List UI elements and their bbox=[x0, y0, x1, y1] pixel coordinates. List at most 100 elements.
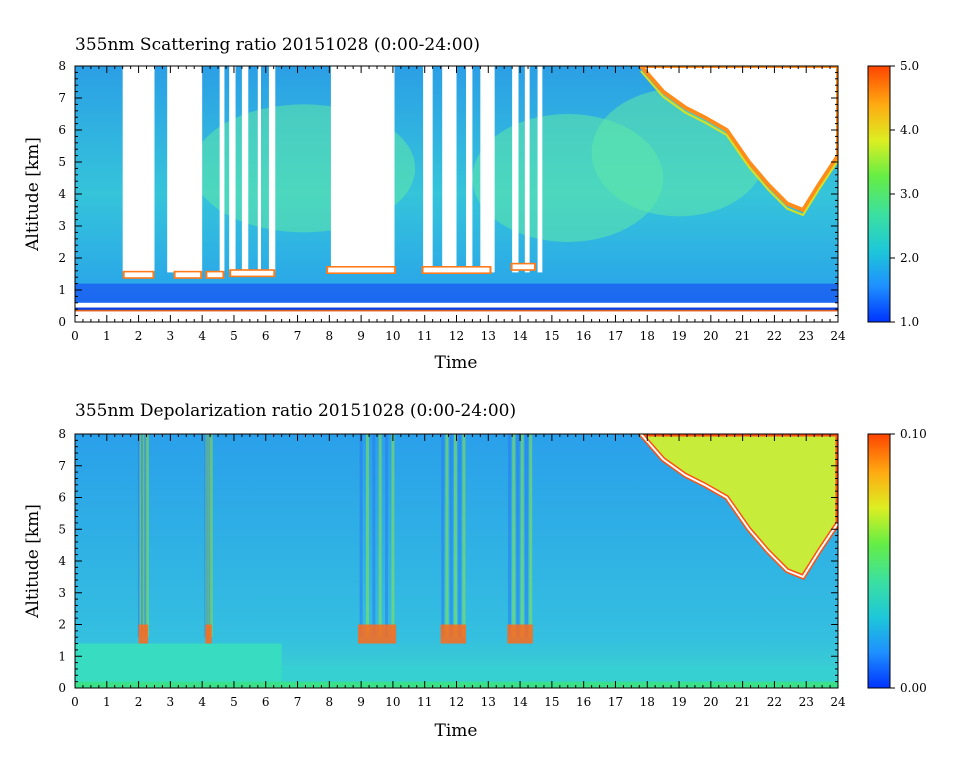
x-tick-label: 5 bbox=[230, 329, 238, 343]
signal-gap bbox=[241, 66, 249, 273]
y-tick-label: 7 bbox=[58, 91, 66, 105]
signal-gap bbox=[122, 66, 155, 273]
surface-line bbox=[75, 307, 838, 311]
x-tick-label: 1 bbox=[103, 329, 111, 343]
x-tick-label: 2 bbox=[135, 329, 143, 343]
heatmap-features bbox=[75, 66, 838, 322]
y-tick-label: 2 bbox=[58, 618, 66, 632]
x-tick-label: 15 bbox=[544, 329, 559, 343]
x-tick-label: 13 bbox=[481, 329, 496, 343]
signal-gap bbox=[442, 66, 457, 273]
x-tick-label: 8 bbox=[326, 329, 334, 343]
depol-streak bbox=[141, 434, 145, 638]
signal-gap bbox=[268, 66, 276, 273]
signal-gap bbox=[512, 66, 519, 273]
depol-streak bbox=[441, 434, 445, 638]
x-tick-label: 11 bbox=[417, 329, 432, 343]
near-surface-gap bbox=[75, 302, 838, 308]
depol-streak bbox=[512, 434, 516, 638]
depol-streak bbox=[449, 434, 453, 638]
x-tick-label: 10 bbox=[385, 329, 400, 343]
signal-gap bbox=[229, 66, 236, 273]
chart-title-scattering: 355nm Scattering ratio 20151028 (0:00-24… bbox=[75, 35, 480, 55]
signal-gap bbox=[466, 66, 473, 273]
depol-streak bbox=[372, 434, 376, 638]
x-tick-label: 3 bbox=[167, 329, 175, 343]
colorbar-tick-label: 3.0 bbox=[900, 187, 919, 201]
y-tick-label: 8 bbox=[58, 59, 66, 73]
x-tick-label: 16 bbox=[576, 695, 591, 709]
x-tick-label: 14 bbox=[512, 329, 528, 343]
x-tick-label: 20 bbox=[703, 329, 718, 343]
depol-streak bbox=[385, 434, 389, 638]
y-tick-label: 4 bbox=[58, 554, 66, 568]
colorbar-tick-label: 2.0 bbox=[900, 251, 919, 265]
x-tick-label: 23 bbox=[799, 695, 814, 709]
y-tick-label: 1 bbox=[58, 649, 66, 663]
y-axis-label: Altitude [km] bbox=[23, 137, 43, 252]
signal-gap bbox=[219, 66, 225, 273]
signal-gap bbox=[330, 66, 395, 273]
depol-streak bbox=[137, 434, 141, 638]
x-tick-label: 12 bbox=[449, 695, 464, 709]
x-tick-label: 14 bbox=[512, 695, 528, 709]
x-tick-label: 0 bbox=[71, 695, 79, 709]
y-tick-label: 6 bbox=[58, 491, 66, 505]
colorbar-tick-label: 0.10 bbox=[900, 427, 927, 441]
depol-streak bbox=[462, 434, 466, 638]
x-tick-label: 22 bbox=[767, 695, 782, 709]
depol-streak bbox=[458, 434, 462, 638]
x-axis-label: Time bbox=[435, 353, 478, 373]
signal-gap bbox=[537, 66, 543, 273]
x-tick-label: 12 bbox=[449, 329, 464, 343]
y-tick-label: 3 bbox=[58, 219, 66, 233]
x-tick-label: 19 bbox=[671, 329, 686, 343]
x-tick-label: 21 bbox=[735, 329, 750, 343]
depol-streak bbox=[453, 434, 457, 638]
x-tick-label: 1 bbox=[103, 695, 111, 709]
depol-streak bbox=[524, 434, 528, 638]
depol-cloud-base bbox=[357, 624, 397, 644]
cloud-base-core bbox=[512, 264, 534, 270]
y-tick-label: 1 bbox=[58, 283, 66, 297]
x-tick-label: 21 bbox=[735, 695, 750, 709]
y-tick-label: 2 bbox=[58, 251, 66, 265]
x-tick-label: 10 bbox=[385, 695, 400, 709]
x-tick-label: 24 bbox=[830, 329, 846, 343]
y-tick-label: 8 bbox=[58, 427, 66, 441]
x-tick-label: 7 bbox=[294, 695, 302, 709]
colorbar: 0.00 0.10 bbox=[867, 427, 927, 695]
depol-streak bbox=[520, 434, 524, 638]
x-tick-label: 9 bbox=[357, 695, 365, 709]
x-tick-label: 22 bbox=[767, 329, 782, 343]
x-tick-label: 17 bbox=[608, 329, 623, 343]
colorbar-tick-label: 0.00 bbox=[900, 681, 927, 695]
depolarization-ratio-panel: 355nm Depolarization ratio 20151028 (0:0… bbox=[23, 401, 927, 741]
x-tick-label: 18 bbox=[640, 695, 655, 709]
x-tick-label: 9 bbox=[357, 329, 365, 343]
depol-streak bbox=[445, 434, 449, 638]
cloud-base-core bbox=[423, 267, 490, 273]
depol-streak bbox=[209, 434, 213, 638]
x-tick-label: 2 bbox=[135, 695, 143, 709]
x-axis-label: Time bbox=[435, 721, 478, 741]
depol-streak bbox=[359, 434, 363, 638]
colorbar-tick-label: 1.0 bbox=[900, 315, 919, 329]
x-tick-label: 7 bbox=[294, 329, 302, 343]
cloud-base-core bbox=[175, 272, 201, 278]
x-tick-label: 20 bbox=[703, 695, 718, 709]
x-tick-label: 19 bbox=[671, 695, 686, 709]
scattering-ratio-panel: 355nm Scattering ratio 20151028 (0:00-24… bbox=[23, 35, 919, 373]
signal-gap bbox=[480, 66, 495, 273]
cirrus-edge bbox=[640, 434, 838, 579]
y-tick-label: 4 bbox=[58, 187, 66, 201]
y-axis-label: Altitude [km] bbox=[23, 504, 43, 619]
y-tick-label: 6 bbox=[58, 123, 66, 137]
signal-gap bbox=[524, 66, 530, 273]
depol-streak bbox=[144, 434, 148, 638]
cloud-base-core bbox=[124, 272, 153, 278]
y-tick-label: 7 bbox=[58, 459, 66, 473]
axis-ticks: 0 1 2 3 4 5 6 7 8 9 10 11 12 13 14 15 16 17 18 19 20 21 22 23 24… bbox=[58, 427, 846, 709]
x-tick-label: 15 bbox=[544, 695, 559, 709]
depol-streak bbox=[139, 434, 143, 638]
